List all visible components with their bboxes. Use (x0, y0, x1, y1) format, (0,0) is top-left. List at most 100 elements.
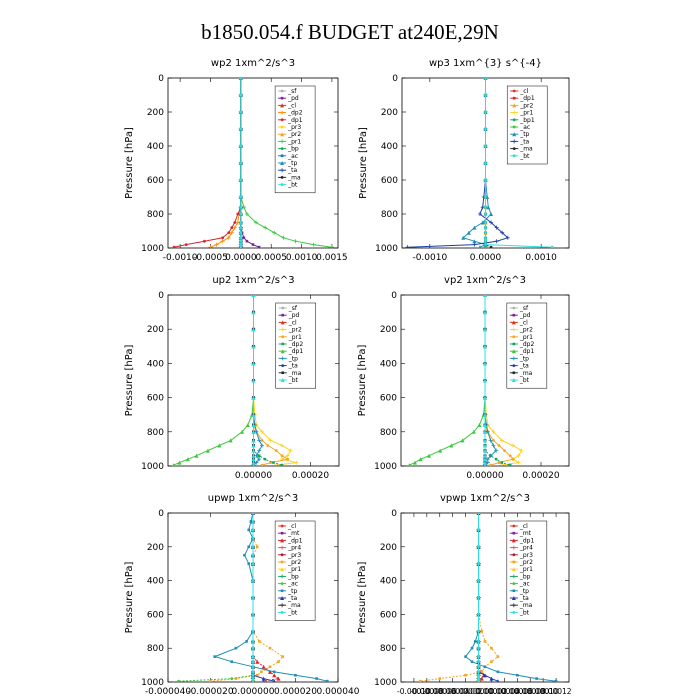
data-point (497, 444, 501, 447)
data-point (315, 677, 319, 680)
data-point (177, 460, 182, 465)
legend-entry: _ma (519, 370, 533, 377)
series-line-pr2 (420, 513, 499, 682)
legend-marker (511, 356, 516, 361)
x-tick-label: 0.00012 (541, 687, 572, 696)
data-point (516, 460, 521, 465)
legend-entry: _bp (287, 573, 299, 580)
data-point (480, 670, 484, 674)
legend-marker (280, 89, 284, 93)
data-point (311, 242, 316, 247)
data-point (470, 646, 474, 650)
chart-title: up2 1xm^2/s^3 (212, 275, 294, 286)
series-group (405, 78, 554, 248)
data-point (485, 460, 490, 465)
legend-entry: _ac (519, 124, 530, 131)
data-point (483, 429, 487, 434)
legend-entry: _bp (519, 573, 531, 580)
legend-entry: _bt (287, 609, 298, 616)
data-point (484, 221, 487, 224)
legend-entry: _bt (519, 377, 530, 384)
data-point (255, 659, 260, 664)
data-point (483, 453, 487, 458)
data-point (477, 579, 480, 582)
legend-marker (511, 378, 516, 382)
data-point (515, 673, 519, 677)
y-tick-label: 600 (147, 394, 164, 404)
legend-entry: _bt (287, 182, 298, 189)
data-point (419, 679, 422, 682)
data-point (268, 438, 273, 443)
legend-marker (280, 183, 284, 186)
data-point (497, 461, 501, 464)
data-point (194, 453, 199, 458)
data-point (489, 245, 493, 248)
y-tick-label: 800 (147, 428, 164, 438)
data-point (251, 562, 255, 566)
legend-entry: _ma (288, 370, 302, 377)
data-point (484, 144, 487, 148)
legend-marker (512, 364, 516, 367)
data-point (257, 438, 262, 443)
y-tick-label: 400 (381, 142, 398, 152)
data-point (251, 679, 255, 682)
legend-marker (512, 342, 516, 346)
legend-marker (281, 364, 285, 367)
data-point (281, 655, 285, 658)
data-point (254, 220, 259, 225)
legend-marker (280, 603, 285, 608)
data-point (494, 239, 499, 244)
y-tick-label: 400 (147, 577, 164, 587)
y-tick-label: 1000 (141, 462, 164, 472)
data-point (251, 640, 255, 643)
data-point (484, 93, 487, 97)
data-point (471, 429, 476, 434)
data-point (239, 226, 243, 229)
legend-marker (280, 524, 284, 528)
series-line-pr2 (210, 513, 284, 682)
data-point (484, 205, 487, 209)
legend-entry: _dp1 (287, 117, 303, 124)
data-point (491, 443, 496, 448)
y-axis-label: Pressure [hPa] (357, 345, 368, 417)
data-point (449, 443, 454, 448)
data-point (405, 245, 410, 248)
data-point (477, 629, 480, 633)
legend-marker (280, 96, 284, 100)
data-point (251, 429, 256, 434)
legend-entry: _cl (519, 319, 528, 326)
legend-marker (280, 356, 285, 361)
legend-entry: _pd (287, 95, 299, 102)
data-point (251, 422, 256, 427)
y-axis-label: Pressure [hPa] (124, 127, 135, 199)
y-tick-label: 800 (147, 644, 164, 654)
data-point (477, 673, 480, 677)
legend-marker (512, 524, 516, 528)
data-point (473, 640, 477, 643)
y-tick-label: 200 (147, 108, 164, 118)
data-point (251, 553, 255, 557)
data-point (239, 161, 243, 165)
y-tick-label: 200 (380, 325, 397, 335)
y-tick-label: 400 (147, 142, 164, 152)
data-point (227, 231, 231, 235)
data-point (244, 212, 249, 216)
data-point (294, 673, 297, 677)
series-line-dp1 (173, 295, 254, 466)
data-point (251, 670, 255, 674)
series-group (172, 295, 299, 466)
x-tick-label: 0.00020 (292, 471, 329, 481)
data-point (221, 236, 225, 240)
legend-marker (511, 538, 516, 543)
data-point (185, 457, 190, 462)
data-point (478, 245, 482, 248)
data-point (251, 310, 256, 315)
legend-entry: _dp1 (519, 95, 535, 102)
data-point (280, 454, 284, 458)
data-point (477, 513, 480, 515)
legend-marker (511, 327, 516, 332)
data-point (477, 646, 480, 650)
legend: _sf_pd_cl_pr2_pr1_dp2_dp1_tp_ta_ma_bt (275, 302, 316, 389)
data-point (484, 243, 487, 246)
data-point (490, 660, 493, 663)
